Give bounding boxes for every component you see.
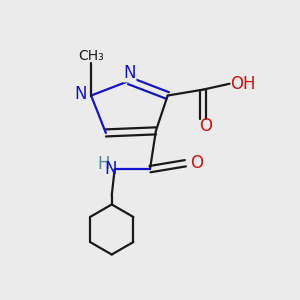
Text: O: O [200,117,212,135]
Text: N: N [104,160,116,178]
Text: CH₃: CH₃ [78,49,104,63]
Text: OH: OH [230,75,256,93]
Text: O: O [190,154,204,172]
Text: N: N [123,64,136,82]
Text: N: N [75,85,87,103]
Text: N: N [123,64,136,82]
Text: H: H [97,155,110,173]
Text: N: N [75,85,87,103]
